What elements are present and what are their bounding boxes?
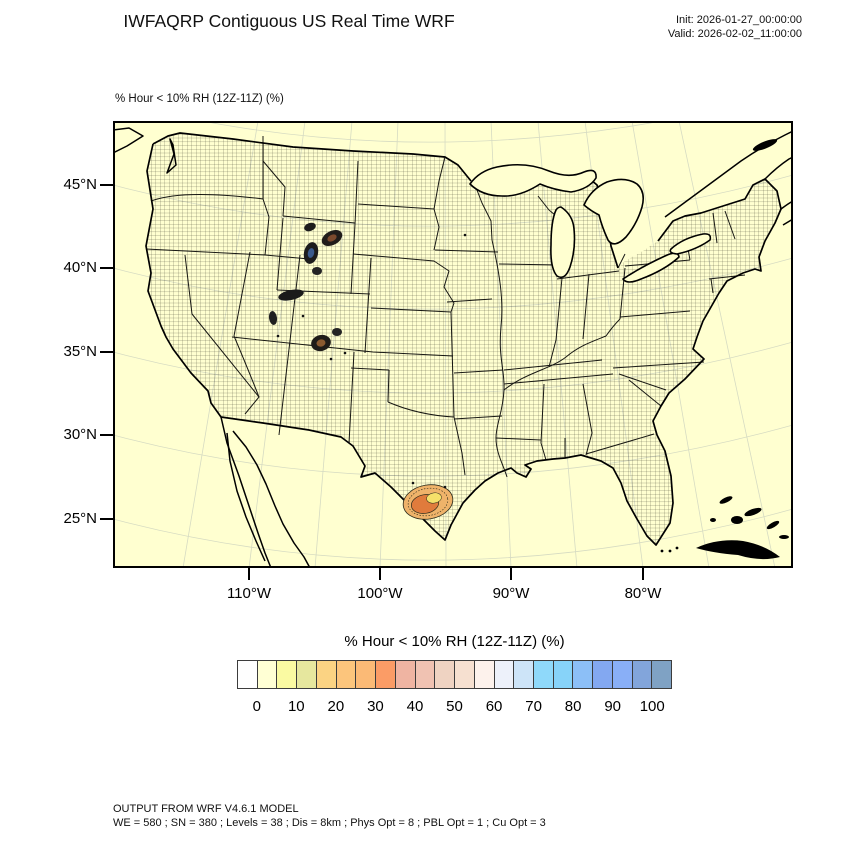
field-speck [301,314,305,318]
colorbar-cell [454,660,475,689]
lon-tick-label: 110°W [226,585,272,602]
colorbar-cell [375,660,396,689]
wyoming-blob [304,222,316,232]
uinta-blob-accent [327,234,337,242]
map-plot [113,121,793,568]
lat-tick-label: 40°N [63,259,97,276]
colorbar-tick-label: 90 [604,698,622,715]
colorbar [237,660,673,689]
lat-tick-label: 25°N [63,510,97,527]
field-speck [329,357,333,361]
field-speck [463,233,467,237]
colorbar-tick-label: 80 [564,698,582,715]
colorbar-cell [237,660,258,689]
lon-tick-label: 90°W [492,585,530,602]
field-label: % Hour < 10% RH (12Z-11Z) (%) [115,93,284,105]
colorbar-cell [513,660,535,689]
colorbar-cell [493,660,515,689]
lon-tick [379,568,381,580]
utah-south-blob [312,267,322,275]
lon-tick-label: 80°W [624,585,662,602]
colorbar-cell [355,660,377,689]
colorbar-cell [533,660,554,689]
colorbar-cell [394,660,416,689]
lat-tick [100,518,113,520]
colorbar-tick-label: 20 [327,698,345,715]
colorbar-tick-label: 60 [485,698,503,715]
field-speck [276,334,280,338]
rh-field-features [268,222,467,520]
colorbar-tick-label: 100 [639,698,665,715]
lon-tick-label: 100°W [357,585,403,602]
colorbar-tick-label: 40 [406,698,424,715]
lat-tick-label: 35°N [63,343,97,360]
colorbar-cell [434,660,456,689]
lon-tick [642,568,644,580]
footer-line2: WE = 580 ; SN = 380 ; Levels = 38 ; Dis … [113,816,546,829]
map-frame [113,121,793,568]
great-lakes [469,163,712,283]
field-speck [343,351,347,355]
colorbar-cell [572,660,594,689]
lat-tick [100,351,113,353]
south-texas-field-patch [426,492,442,504]
state-borders [145,136,746,478]
colorbar-tick-label: 0 [252,698,261,715]
us-landmass [146,133,781,545]
utah-west-blob [278,289,304,301]
colorbar-tick-label: 50 [446,698,463,715]
colorbar-labels: 0 10 20 30 40 50 60 70 80 90 100 [237,698,672,718]
colorbar-cell [414,660,436,689]
colorbar-tick-label: 70 [525,698,542,715]
lat-tick [100,184,113,186]
colorado-blob-accent [316,339,326,347]
colorbar-tick-label: 30 [367,698,384,715]
colorbar-title: % Hour < 10% RH (12Z-11Z) (%) [344,633,565,650]
field-speck [443,485,447,489]
colorbar-cell [631,660,653,689]
colorbar-cell [611,660,633,689]
south-texas-field-contour [407,487,449,517]
lon-tick [248,568,250,580]
colorbar-cell [552,660,574,689]
colorbar-cell [592,660,613,689]
run-times: Init: 2026-01-27_00:00:00 Valid: 2026-02… [668,14,802,41]
colorbar-cell [335,660,357,689]
init-time: Init: 2026-01-27_00:00:00 [676,14,802,26]
colorbar-cell [276,660,298,689]
colorbar-tick-label: 10 [287,698,305,715]
colorbar-cell [296,660,317,689]
field-speck [411,481,415,485]
nevada-spots [268,311,278,325]
footer-line1: OUTPUT FROM WRF V4.6.1 MODEL [113,803,299,815]
lon-tick [510,568,512,580]
colorbar-cell [315,660,337,689]
model-footer: OUTPUT FROM WRF V4.6.1 MODEL WE = 580 ; … [113,803,546,830]
page-title: IWFAQRP Contiguous US Real Time WRF [123,11,455,31]
valid-time: Valid: 2026-02-02_11:00:00 [667,27,802,40]
colorado-blob-2 [332,328,342,336]
lat-tick-label: 45°N [63,176,97,193]
colorbar-cell [256,660,278,689]
colorbar-cell [473,660,495,689]
colorbar-cell [651,660,673,689]
us-map-canvas [113,121,793,568]
lat-tick-label: 30°N [63,426,97,443]
lat-tick [100,434,113,436]
wasatch-blob-accent [307,248,315,258]
islands [660,139,789,560]
lat-tick [100,267,113,269]
